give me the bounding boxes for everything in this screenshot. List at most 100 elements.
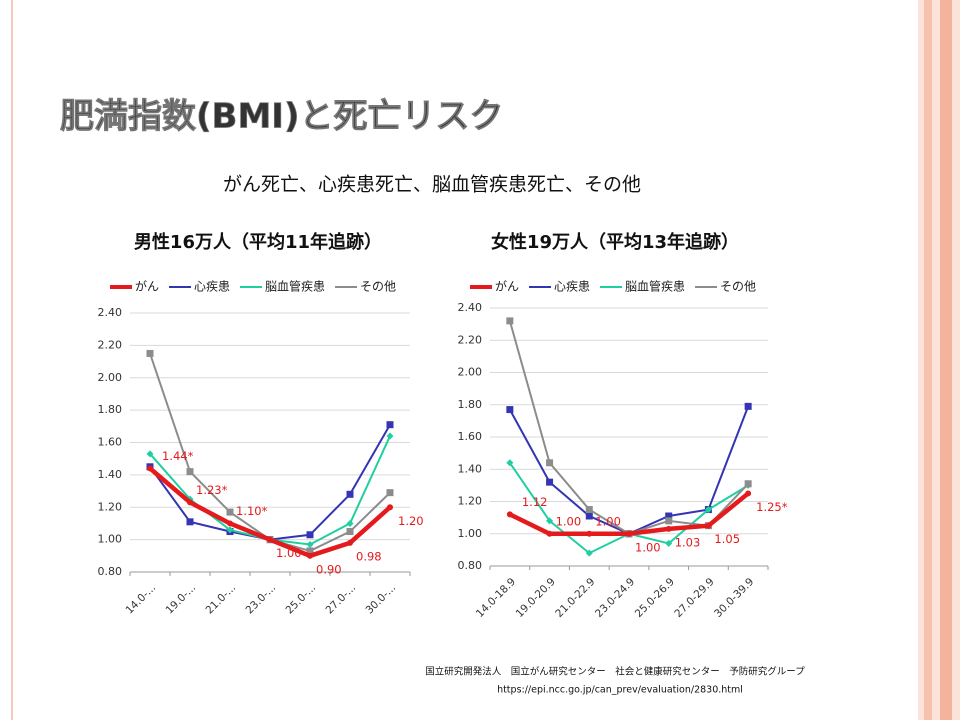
legend-label: その他 <box>360 280 396 294</box>
point <box>546 517 554 525</box>
data-label: 1.25* <box>756 500 788 514</box>
x-tick-label: 21.0-... <box>203 582 238 617</box>
x-tick-label: 21.0-22.9 <box>553 576 597 620</box>
y-tick-label: 0.80 <box>98 565 123 578</box>
y-tick-label: 1.60 <box>458 430 483 443</box>
point <box>665 517 673 525</box>
point <box>506 406 514 414</box>
point <box>626 530 632 537</box>
y-tick-label: 0.80 <box>458 559 483 572</box>
data-label: 1.20 <box>398 514 424 528</box>
data-label: 1.00 <box>635 540 661 554</box>
y-tick-label: 2.00 <box>98 371 123 384</box>
point <box>146 450 154 458</box>
point <box>586 530 593 537</box>
y-tick-label: 1.40 <box>98 468 123 481</box>
point <box>546 530 553 537</box>
point <box>665 512 673 520</box>
point <box>306 547 314 555</box>
slide-title: 肥満指数(BMI)と死亡リスク <box>60 97 503 137</box>
data-label: 1.00 <box>276 546 302 560</box>
x-tick-label: 23.0-... <box>243 582 278 617</box>
legend-label: 心疾患 <box>554 279 590 294</box>
x-tick-label: 30.0-39.9 <box>712 576 756 620</box>
x-tick-label: 14.0-... <box>123 582 158 617</box>
point <box>226 508 234 516</box>
x-tick-label: 23.0-24.9 <box>593 576 637 620</box>
source: 国立研究開発法人 国立がん研究センター 社会と健康研究センター 予防研究グループ <box>425 666 805 678</box>
data-label: 1.10* <box>236 504 268 518</box>
y-tick-label: 2.00 <box>458 366 483 379</box>
point <box>386 489 394 497</box>
data-label: 1.00 <box>556 514 582 528</box>
data-label: 0.90 <box>316 562 342 576</box>
point <box>745 490 752 497</box>
y-tick-label: 2.40 <box>98 306 123 319</box>
chart-title: 男性16万人（平均11年追跡） <box>134 231 382 253</box>
x-tick-label: 19.0-20.9 <box>514 576 558 620</box>
side-stripe <box>940 0 952 720</box>
legend-label: 心疾患 <box>194 279 230 294</box>
point <box>744 480 752 488</box>
point <box>705 522 712 529</box>
point <box>386 421 394 429</box>
x-tick-label: 25.0-... <box>283 582 318 617</box>
side-stripe <box>924 0 932 720</box>
point <box>744 402 752 410</box>
x-tick-label: 27.0-... <box>323 582 358 617</box>
point <box>226 526 234 534</box>
point <box>665 525 672 532</box>
point <box>585 549 593 557</box>
point <box>306 531 314 539</box>
data-label: 1.00 <box>595 514 621 528</box>
point <box>546 459 554 467</box>
y-tick-label: 1.60 <box>98 436 123 449</box>
point <box>585 506 593 514</box>
x-tick-label: 30.0-... <box>363 582 398 617</box>
y-tick-label: 2.20 <box>98 338 123 351</box>
data-label: 1.12 <box>522 495 548 509</box>
data-label: 1.44* <box>162 449 194 463</box>
point <box>187 499 193 506</box>
source-url: https://epi.ncc.go.jp/can_prev/evaluatio… <box>497 685 743 696</box>
y-tick-label: 1.80 <box>98 403 123 416</box>
point <box>147 465 153 472</box>
point <box>346 519 354 527</box>
y-tick-label: 1.20 <box>98 500 123 513</box>
point <box>347 539 353 546</box>
y-tick-label: 1.00 <box>98 533 123 546</box>
y-tick-label: 1.00 <box>458 527 483 540</box>
point <box>146 349 154 357</box>
point <box>267 536 273 543</box>
point <box>506 459 514 467</box>
data-label: 0.98 <box>356 549 382 563</box>
x-tick-label: 25.0-26.9 <box>633 576 677 620</box>
y-tick-label: 1.80 <box>458 398 483 411</box>
y-tick-label: 1.40 <box>458 462 483 475</box>
x-tick-label: 27.0-29.9 <box>672 576 716 620</box>
point <box>227 520 233 527</box>
point <box>346 528 354 536</box>
slide-subtitle: がん死亡、心疾患死亡、脳血管疾患死亡、その他 <box>223 174 641 196</box>
data-label: 1.05 <box>714 532 740 546</box>
point <box>585 512 593 520</box>
point <box>387 504 393 511</box>
legend-label: がん <box>135 279 159 294</box>
point <box>306 540 314 548</box>
point <box>346 490 354 498</box>
point <box>186 518 194 526</box>
y-tick-label: 2.40 <box>458 301 483 314</box>
point <box>665 539 673 547</box>
legend-label: 脳血管疾患 <box>625 279 685 294</box>
legend-label: その他 <box>720 280 756 294</box>
y-tick-label: 2.20 <box>458 333 483 346</box>
point <box>506 317 514 325</box>
data-label: 1.23* <box>196 483 228 497</box>
y-tick-label: 1.20 <box>458 495 483 508</box>
x-tick-label: 14.0-18.9 <box>474 576 518 620</box>
point <box>704 506 712 514</box>
x-tick-label: 19.0-... <box>163 582 198 617</box>
point <box>386 432 394 440</box>
chart-title: 女性19万人（平均13年追跡） <box>491 231 739 253</box>
